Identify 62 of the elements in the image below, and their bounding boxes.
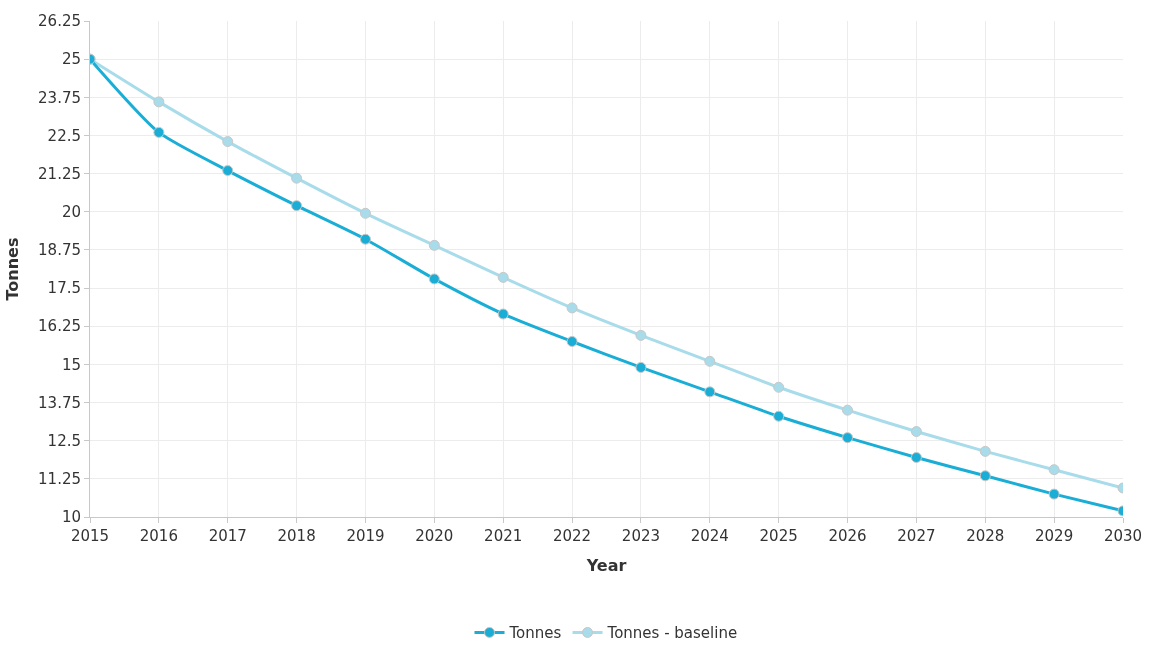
x-tick-label: 2022	[552, 527, 592, 545]
y-tick-label: 26.25	[38, 12, 81, 31]
point	[566, 335, 578, 347]
point	[979, 470, 991, 482]
x-tick-label: 2028	[966, 527, 1005, 545]
x-tick-label: 2018	[277, 527, 316, 545]
point	[1048, 488, 1060, 500]
point	[153, 126, 165, 138]
point	[1048, 464, 1060, 476]
x-tick-label: 2016	[139, 527, 178, 545]
x-tick-label: 2027	[897, 527, 936, 545]
point	[773, 381, 785, 393]
y-tick-label: 13.75	[38, 393, 81, 412]
point	[910, 451, 922, 463]
y-tick-label: 16.25	[38, 317, 81, 336]
y-tick-label: 21.25	[38, 164, 81, 183]
y-tick-label: 15	[61, 355, 81, 374]
point	[359, 207, 371, 219]
y-tick-label: 25	[61, 50, 81, 69]
point	[222, 165, 234, 177]
x-tick-label: 2021	[484, 527, 523, 545]
point	[428, 273, 440, 285]
point	[704, 355, 716, 367]
x-tick-label: 2024	[690, 527, 729, 545]
point	[497, 271, 509, 283]
x-tick-label: 2020	[415, 527, 454, 545]
point	[910, 426, 922, 438]
x-tick-label: 2019	[346, 527, 385, 545]
point	[222, 136, 234, 148]
point	[291, 200, 303, 212]
point	[842, 432, 854, 444]
x-axis-title: Year	[585, 555, 627, 575]
point	[566, 302, 578, 314]
point	[704, 386, 716, 398]
x-tick-label: 2025	[759, 527, 798, 545]
point	[773, 410, 785, 422]
point	[635, 329, 647, 341]
y-axis-title: Tonnes	[2, 237, 22, 301]
y-tick-label: 18.75	[38, 241, 81, 260]
x-tick-label: 2030	[1103, 527, 1143, 545]
y-tick-label: 17.5	[47, 279, 81, 298]
y-tick-label: 10	[61, 508, 81, 527]
y-tick-label: 12.5	[47, 431, 81, 450]
x-tick-label: 2017	[208, 527, 247, 545]
x-tick-label: 2015	[70, 527, 110, 545]
point	[359, 233, 371, 245]
point	[842, 404, 854, 416]
x-tick-label: 2029	[1035, 527, 1074, 545]
point	[291, 172, 303, 184]
point	[635, 361, 647, 373]
point	[153, 96, 165, 108]
x-tick-label: 2023	[621, 527, 661, 545]
legend-label: Tonnes	[508, 624, 562, 643]
point	[428, 239, 440, 251]
y-tick-label: 11.25	[38, 470, 81, 489]
point	[497, 308, 509, 320]
point	[979, 445, 991, 457]
y-tick-label: 20	[61, 203, 81, 222]
y-tick-label: 23.75	[38, 88, 81, 107]
legend-label: Tonnes - baseline	[606, 624, 738, 643]
y-tick-label: 22.5	[47, 126, 81, 145]
x-tick-label: 2026	[828, 527, 867, 545]
